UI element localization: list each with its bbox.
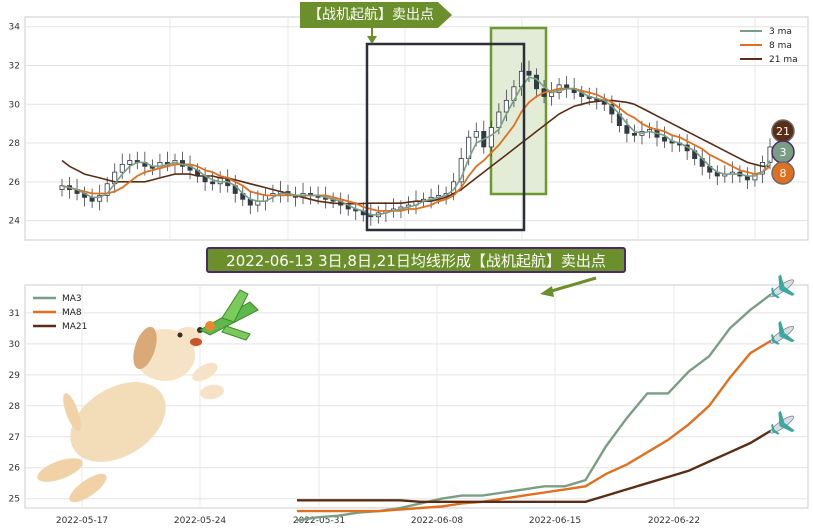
top-line-ma3 (61, 76, 771, 216)
bottom-y-tick-label: 28 (9, 402, 21, 412)
candle-body (496, 111, 502, 128)
line-end-airplanes (769, 274, 795, 435)
candle-body (662, 136, 668, 142)
top-ma-lines (61, 76, 771, 216)
legend-label-21ma: 21 ma (769, 55, 798, 65)
top-y-tick-label: 24 (9, 217, 21, 227)
bottom-x-tick-label: 2022-05-31 (293, 516, 345, 526)
candle-body (767, 146, 773, 163)
airplane-icon (198, 289, 259, 341)
bottom-x-ticks: 2022-05-17 2022-05-24 2022-05-31 2022-06-08… (56, 516, 700, 526)
bottom-grid (25, 285, 808, 508)
bottom-y-ticks: 25 26 27 28 29 30 31 (9, 309, 21, 505)
top-y-tick-label: 32 (9, 61, 20, 71)
badge-8 (771, 161, 795, 185)
top-y-tick-label: 26 (9, 178, 21, 188)
legend-label-3ma: 3 ma (769, 27, 792, 37)
candle-body (624, 125, 630, 134)
candle-body (458, 158, 464, 183)
bottom-x-tick-label: 2022-06-08 (411, 516, 464, 526)
down-arrow-head (367, 36, 377, 44)
legend-label-MA8: MA8 (62, 308, 82, 318)
dog-icon (37, 326, 224, 503)
pointer-arrow (547, 276, 597, 294)
candle-body (534, 74, 540, 90)
top-y-tick-label: 34 (9, 23, 21, 33)
candle-body (503, 99, 509, 113)
bottom-line-MA8 (297, 339, 772, 513)
airplane-icon (769, 410, 795, 435)
bottom-x-tick-label: 2022-05-17 (56, 516, 108, 526)
bottom-y-tick-label: 31 (9, 309, 20, 319)
candle-body (526, 70, 532, 76)
top-y-tick-label: 28 (9, 139, 21, 149)
candles (59, 60, 773, 226)
top-y-ticks: 24 26 28 30 32 34 (9, 23, 21, 227)
airplane-icon (769, 320, 795, 345)
legend-label-8ma: 8 ma (769, 41, 792, 51)
badge-21-label: 21 (776, 125, 790, 138)
bottom-x-tick-label: 2022-06-22 (648, 516, 700, 526)
badge-3-label: 3 (780, 146, 787, 159)
top-legend: 3 ma 8 ma 21 ma (740, 27, 798, 65)
badge-8-label: 8 (780, 167, 787, 180)
candlestick-panel: 24 26 28 30 32 34 3 ma 8 ma 21 ma 21 3 8 (9, 16, 809, 241)
top-line-ma21 (61, 99, 770, 205)
signal-box (365, 42, 526, 232)
bottom-y-tick-label: 27 (9, 433, 20, 443)
bottom-x-tick-label: 2022-06-15 (529, 516, 581, 526)
top-signal-banner: 【战机起航】卖出点 (300, 2, 452, 28)
top-y-tick-label: 30 (9, 100, 21, 110)
candle-body (631, 132, 637, 136)
bottom-line-MA21 (297, 429, 772, 503)
bottom-y-tick-label: 29 (9, 371, 21, 381)
candle-body (473, 131, 479, 138)
bottom-y-tick-label: 30 (9, 340, 21, 350)
candle-body (210, 181, 216, 185)
legend-label-MA21: MA21 (62, 322, 87, 332)
bottom-ma-lines (296, 293, 772, 522)
ma-badges: 21 3 8 (771, 119, 795, 185)
top-plot-area (24, 16, 809, 241)
airplane-icon (769, 274, 795, 299)
candle-body (127, 160, 133, 165)
pointer-arrow-head (540, 286, 554, 297)
highlight-zone (489, 26, 548, 196)
bottom-legend: MA3 MA8 MA21 (33, 294, 87, 332)
signal-description-banner: 2022-06-13 3日,8日,21日均线形成【战机起航】卖出点 (206, 247, 626, 273)
candle-body (119, 163, 125, 173)
candle-body (488, 127, 494, 148)
legend-label-MA3: MA3 (62, 294, 82, 304)
bottom-y-tick-label: 26 (9, 464, 21, 474)
bottom-y-tick-label: 25 (9, 495, 20, 505)
bottom-x-tick-label: 2022-05-24 (174, 516, 227, 526)
candle-body (97, 194, 103, 202)
